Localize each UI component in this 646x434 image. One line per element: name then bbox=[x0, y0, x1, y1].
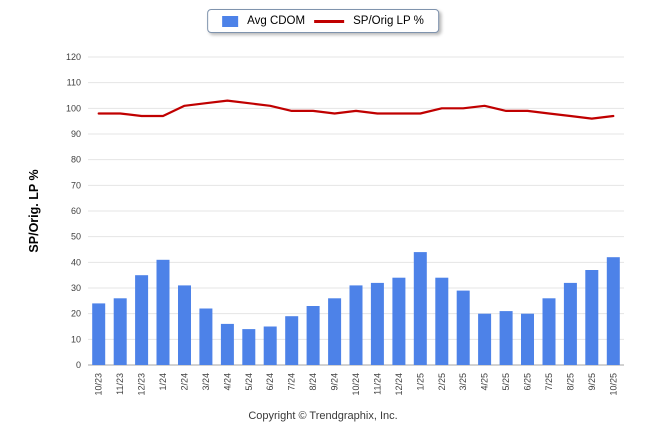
x-tick-label: 5/25 bbox=[501, 373, 511, 391]
bar bbox=[199, 308, 213, 365]
chart-legend: Avg CDOM SP/Orig LP % bbox=[207, 9, 439, 33]
bar bbox=[499, 311, 513, 365]
x-tick-label: 1/25 bbox=[415, 373, 425, 391]
x-tick-label: 7/25 bbox=[544, 373, 554, 391]
bar bbox=[220, 323, 234, 365]
x-tick-label: 3/24 bbox=[201, 373, 211, 391]
x-tick-label: 4/24 bbox=[222, 373, 232, 391]
copyright-text: Copyright © Trendgraphix, Inc. bbox=[248, 410, 398, 422]
x-tick-label: 10/24 bbox=[351, 373, 361, 396]
y-tick-label: 10 bbox=[71, 334, 81, 344]
bar-legend-swatch-icon bbox=[222, 15, 239, 27]
y-tick-label: 120 bbox=[66, 52, 81, 62]
x-tick-label: 10/23 bbox=[94, 373, 104, 396]
bar bbox=[606, 257, 620, 365]
y-tick-label: 80 bbox=[71, 155, 81, 165]
line-legend-swatch-icon bbox=[314, 16, 345, 27]
x-tick-label: 8/24 bbox=[308, 373, 318, 391]
x-tick-label: 11/23 bbox=[115, 373, 125, 395]
y-tick-label: 70 bbox=[71, 180, 81, 190]
y-tick-label: 30 bbox=[71, 283, 81, 293]
bar bbox=[542, 298, 556, 365]
y-tick-label: 60 bbox=[71, 206, 81, 216]
bar bbox=[456, 290, 470, 365]
x-tick-label: 5/24 bbox=[244, 373, 254, 391]
x-tick-label: 10/25 bbox=[608, 373, 618, 396]
bar bbox=[242, 329, 256, 365]
x-tick-label: 12/23 bbox=[137, 373, 147, 396]
y-axis-title: SP/Orig. LP % bbox=[27, 169, 41, 253]
x-tick-label: 2/25 bbox=[437, 373, 447, 391]
x-tick-label: 6/24 bbox=[265, 373, 275, 391]
bar bbox=[413, 252, 427, 365]
x-tick-label: 3/25 bbox=[458, 373, 468, 391]
y-tick-label: 50 bbox=[71, 232, 81, 242]
bar bbox=[478, 313, 492, 365]
bar bbox=[521, 313, 534, 365]
bar bbox=[178, 285, 191, 365]
y-tick-label: 0 bbox=[76, 360, 81, 370]
bar bbox=[328, 298, 342, 365]
bar bbox=[306, 306, 320, 365]
line-legend-mark bbox=[314, 19, 345, 23]
y-tick-label: 100 bbox=[66, 103, 81, 113]
y-tick-label: 110 bbox=[67, 78, 81, 88]
bar bbox=[135, 275, 149, 365]
bar-legend-label: Avg CDOM bbox=[247, 15, 306, 27]
x-tick-label: 9/25 bbox=[587, 373, 597, 391]
x-tick-label: 7/24 bbox=[287, 373, 297, 391]
bar bbox=[392, 277, 406, 365]
x-tick-label: 8/25 bbox=[565, 373, 575, 391]
x-tick-label: 9/24 bbox=[330, 373, 340, 391]
bar bbox=[435, 277, 449, 365]
x-tick-label: 12/24 bbox=[394, 373, 404, 396]
bar bbox=[285, 316, 299, 365]
y-tick-label: 90 bbox=[71, 129, 81, 139]
x-tick-label: 1/24 bbox=[158, 373, 168, 391]
bar bbox=[156, 259, 170, 365]
bar bbox=[585, 270, 599, 365]
y-tick-label: 40 bbox=[71, 257, 81, 267]
bar bbox=[263, 326, 277, 365]
x-tick-label: 11/24 bbox=[372, 373, 382, 395]
x-tick-label: 4/25 bbox=[480, 373, 490, 391]
x-tick-label: 2/24 bbox=[180, 373, 190, 391]
bar bbox=[349, 285, 363, 365]
x-tick-label: 6/25 bbox=[523, 373, 533, 391]
bar bbox=[92, 303, 106, 365]
bar bbox=[563, 282, 577, 365]
line-series bbox=[97, 99, 615, 120]
bar bbox=[113, 298, 127, 365]
y-tick-label: 20 bbox=[71, 309, 81, 319]
bar bbox=[370, 282, 384, 365]
line-legend-label: SP/Orig LP % bbox=[353, 15, 424, 27]
